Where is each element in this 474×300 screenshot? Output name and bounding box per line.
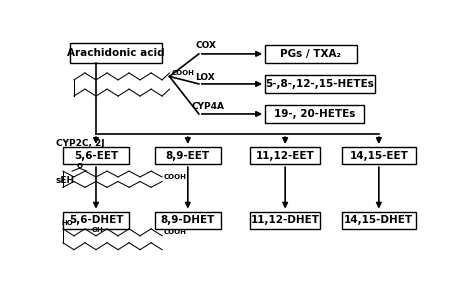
FancyBboxPatch shape (342, 212, 416, 229)
FancyBboxPatch shape (63, 212, 129, 229)
FancyBboxPatch shape (342, 147, 416, 164)
Text: 5,6-DHET: 5,6-DHET (69, 215, 123, 225)
Text: Arachidonic acid: Arachidonic acid (67, 48, 165, 58)
FancyBboxPatch shape (70, 43, 162, 63)
FancyBboxPatch shape (63, 147, 129, 164)
Text: 14,15-EET: 14,15-EET (349, 151, 408, 160)
FancyBboxPatch shape (250, 212, 320, 229)
Text: 14,15-DHET: 14,15-DHET (344, 215, 413, 225)
Text: COOH: COOH (164, 229, 187, 235)
Text: CYP2C, 2J: CYP2C, 2J (55, 139, 104, 148)
Text: sEH: sEH (55, 176, 75, 185)
Text: 19-, 20-HETEs: 19-, 20-HETEs (274, 109, 355, 119)
FancyBboxPatch shape (250, 147, 320, 164)
Text: COOH: COOH (164, 174, 187, 180)
FancyBboxPatch shape (265, 75, 375, 93)
Text: 11,12-DHET: 11,12-DHET (251, 215, 319, 225)
FancyBboxPatch shape (155, 147, 221, 164)
Text: COOH: COOH (171, 70, 194, 76)
Text: CYP4A: CYP4A (191, 102, 225, 111)
FancyBboxPatch shape (155, 212, 221, 229)
Text: 11,12-EET: 11,12-EET (256, 151, 315, 160)
Text: O: O (76, 163, 82, 169)
FancyBboxPatch shape (265, 45, 357, 63)
Text: 8,9-EET: 8,9-EET (166, 151, 210, 160)
FancyBboxPatch shape (265, 105, 364, 123)
Text: LOX: LOX (195, 73, 215, 82)
Text: COX: COX (195, 41, 216, 50)
Text: 5-,8-,12-,15-HETEs: 5-,8-,12-,15-HETEs (265, 79, 374, 89)
Text: HO: HO (61, 220, 73, 226)
Text: 5,6-EET: 5,6-EET (74, 151, 118, 160)
Text: 8,9-DHET: 8,9-DHET (161, 215, 215, 225)
Text: OH: OH (92, 227, 104, 233)
Text: PGs / TXA₂: PGs / TXA₂ (281, 49, 341, 59)
